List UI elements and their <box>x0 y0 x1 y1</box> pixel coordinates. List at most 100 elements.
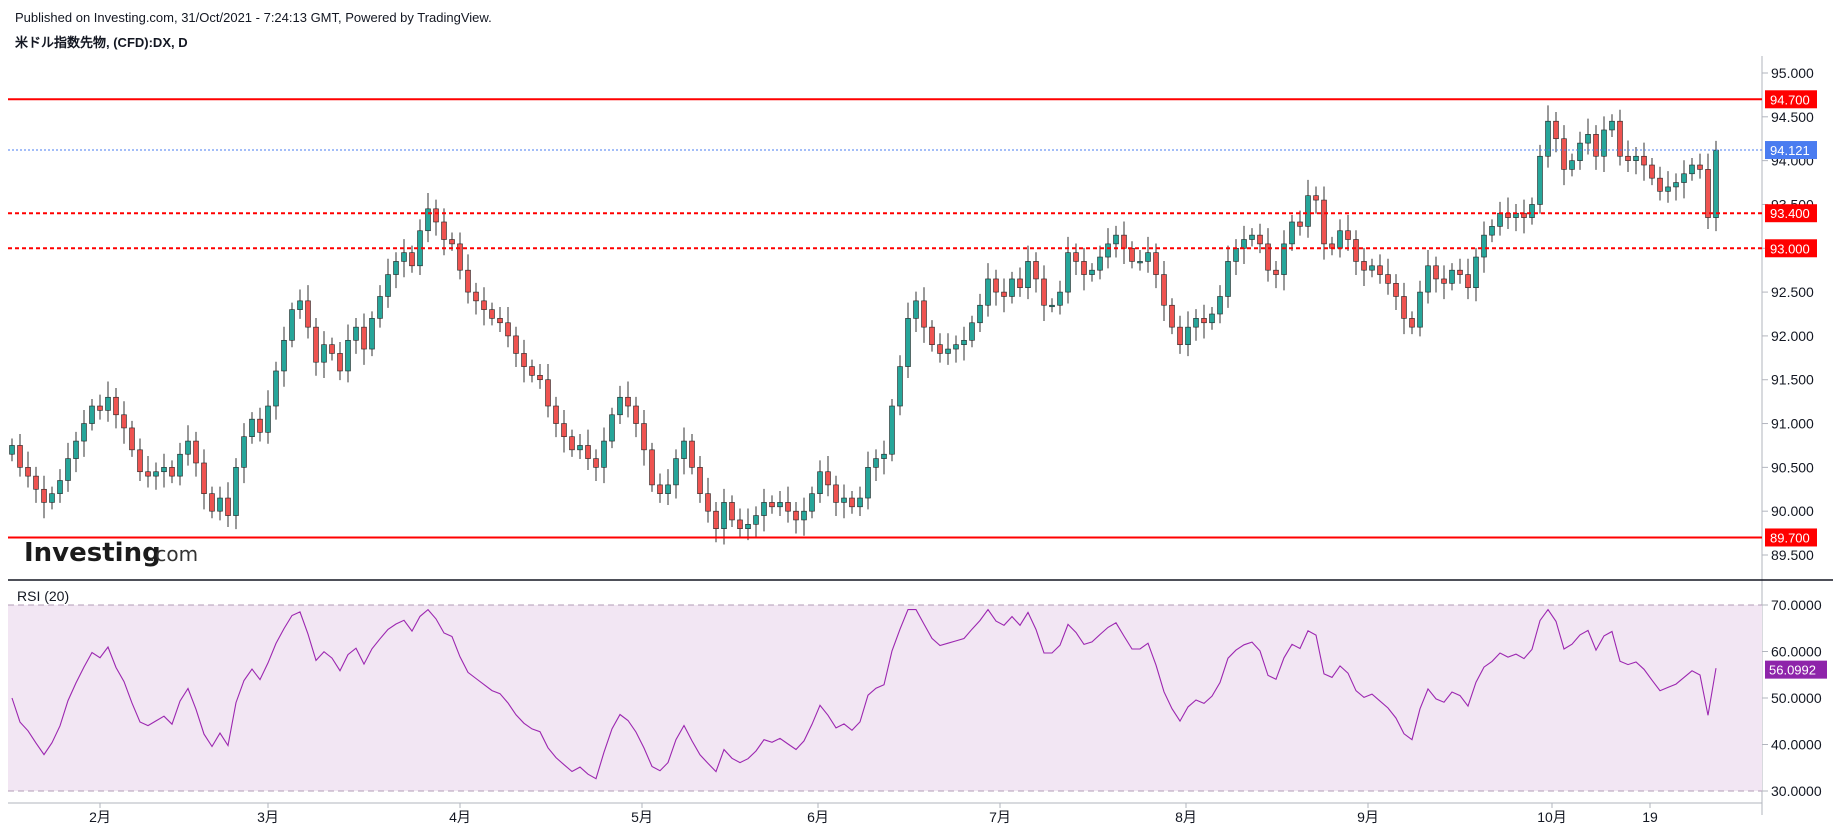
rsi-title: RSI (20) <box>17 588 69 604</box>
price-tick-label: 95.000 <box>1771 65 1814 81</box>
candle-body <box>521 353 527 367</box>
candle-body <box>369 318 375 350</box>
rsi-tick-label: 40.0000 <box>1771 737 1822 753</box>
candle-body <box>1657 177 1663 192</box>
candle <box>865 451 871 510</box>
candle <box>553 396 559 438</box>
candle-body <box>801 510 807 521</box>
candle <box>41 475 47 519</box>
candle-body <box>457 243 463 271</box>
candle <box>289 302 295 348</box>
candle-body <box>1249 234 1255 240</box>
candle <box>105 381 111 422</box>
candle <box>1049 298 1055 313</box>
level-tag <box>1765 90 1817 109</box>
rsi-value-label: 56.0992 <box>1769 663 1816 678</box>
candle-body <box>161 467 167 473</box>
candle-body <box>1425 265 1431 293</box>
candle <box>577 434 583 460</box>
candle-body <box>1177 326 1183 345</box>
candle <box>1129 241 1135 269</box>
candle <box>705 477 711 523</box>
candle-body <box>1649 164 1655 179</box>
candle <box>809 486 815 519</box>
candle <box>433 199 439 236</box>
candle-body <box>673 458 679 486</box>
rsi-value-tag <box>1765 660 1827 679</box>
candle <box>305 285 311 339</box>
candle-body <box>105 396 111 411</box>
candle <box>33 466 39 503</box>
candle <box>1017 267 1023 297</box>
time-tick-label: 10月 <box>1537 809 1567 825</box>
candle-body <box>1089 269 1095 275</box>
candle-body <box>1217 296 1223 315</box>
candle-body <box>1681 173 1687 183</box>
candle-body <box>1337 230 1343 249</box>
candle <box>785 486 791 523</box>
candle <box>1209 306 1215 330</box>
candle <box>1457 258 1463 284</box>
candle-body <box>425 208 431 232</box>
candle <box>1201 304 1207 339</box>
candlestick-series <box>9 105 1719 545</box>
candle-body <box>217 497 223 512</box>
candle <box>1289 214 1295 251</box>
candle <box>337 342 343 381</box>
candle <box>145 455 151 488</box>
candle <box>505 306 511 348</box>
candle-body <box>529 366 535 376</box>
candle <box>1489 219 1495 243</box>
candle-body <box>1401 296 1407 319</box>
candle <box>401 239 407 278</box>
candle-body <box>697 467 703 494</box>
candle <box>153 462 159 490</box>
price-tick-label: 89.500 <box>1771 547 1814 563</box>
candle-body <box>1105 243 1111 258</box>
candle <box>233 458 239 530</box>
candle <box>1657 166 1663 201</box>
candle-body <box>329 344 335 354</box>
candle <box>697 455 703 503</box>
candle <box>425 193 431 243</box>
candle <box>593 449 599 481</box>
candle-body <box>1481 234 1487 258</box>
candle <box>1689 158 1695 181</box>
candle <box>297 289 303 319</box>
candle <box>249 412 255 444</box>
candle <box>849 491 855 514</box>
candle-body <box>169 467 175 477</box>
candle <box>737 508 743 538</box>
candle-body <box>1281 243 1287 275</box>
candle <box>193 431 199 477</box>
candle <box>97 394 103 420</box>
candle-body <box>1601 129 1607 157</box>
candle-body <box>689 440 695 468</box>
candle <box>1345 214 1351 251</box>
candle-body <box>969 322 975 341</box>
candle-body <box>281 339 287 372</box>
candle-body <box>793 510 799 521</box>
candle <box>529 359 535 383</box>
candle <box>225 482 231 527</box>
candle-body <box>593 458 599 468</box>
candle-body <box>1529 204 1535 218</box>
candle <box>49 486 55 510</box>
candle <box>257 407 263 442</box>
candle-body <box>1321 199 1327 245</box>
candle <box>977 293 983 332</box>
candle <box>1297 210 1303 236</box>
candle-body <box>1169 304 1175 328</box>
candle <box>881 440 887 475</box>
candle-body <box>1257 234 1263 245</box>
level-tag-label: 89.700 <box>1770 530 1810 545</box>
candle-body <box>473 291 479 302</box>
candle-body <box>913 300 919 319</box>
price-tick-label: 94.500 <box>1771 109 1814 125</box>
candle <box>1249 228 1255 247</box>
candle <box>1153 243 1159 289</box>
candle <box>1377 254 1383 284</box>
candle-body <box>185 440 191 455</box>
candle-body <box>9 445 15 455</box>
candle <box>1425 250 1431 304</box>
